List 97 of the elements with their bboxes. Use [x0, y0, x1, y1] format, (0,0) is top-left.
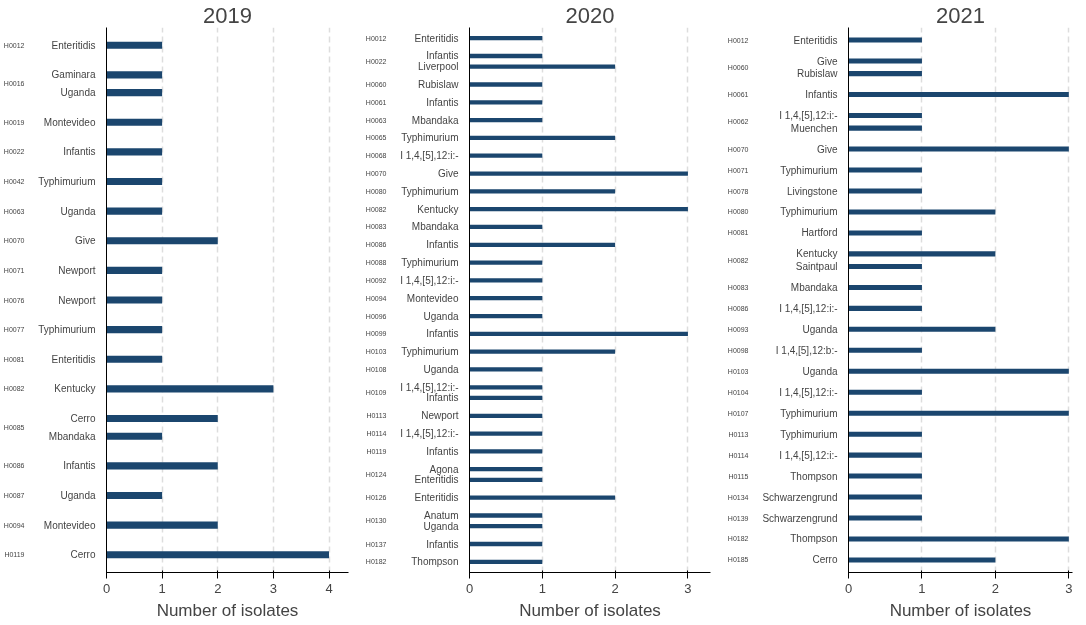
y-tick-label: Uganda	[60, 205, 96, 217]
y-tick-label: Give	[437, 168, 459, 180]
y-tick-label: Infantis	[426, 538, 459, 550]
y-tick-label: Typhimurium	[401, 132, 459, 144]
chart-title: 2020	[565, 2, 615, 28]
y-tick-label: Hartford	[801, 227, 838, 239]
y-tick-label: Infantis	[805, 89, 838, 101]
y-tick-label: Kentucky	[417, 203, 459, 215]
y-tick-label: Uganda	[423, 310, 459, 322]
y-tick-label: Newport	[58, 264, 96, 276]
y-tick-label: Enteritidis	[414, 474, 459, 486]
y-tick-label: Enteritidis	[414, 492, 459, 504]
y-tick-label: Uganda	[423, 520, 459, 532]
y-tick-label: Infantis	[426, 392, 459, 404]
y-tick-label: I 1,4,[5],12:i:-	[779, 449, 838, 461]
x-tick-label: 0	[465, 580, 474, 596]
y-tick-label: Typhimurium	[401, 257, 459, 269]
x-axis-title: Number of isolates	[519, 600, 661, 620]
y-tick-label: Give	[74, 235, 96, 247]
y-tick-label: Typhimurium	[780, 206, 838, 218]
x-axis-title: Number of isolates	[156, 600, 299, 620]
x-tick-label: 2	[214, 580, 222, 596]
y-tick-label: Saintpaul	[795, 260, 838, 272]
y-tick-label: I 1,4,[5],12:i:-	[779, 386, 838, 398]
x-tick-label: 0	[102, 580, 111, 596]
y-tick-label: Cerro	[812, 554, 838, 566]
y-tick-label: Kentucky	[54, 383, 96, 395]
y-tick-label: Gaminara	[51, 69, 96, 81]
y-tick-label: Infantis	[63, 460, 96, 472]
y-tick-label: Mbandaka	[48, 430, 96, 442]
x-tick-label: 4	[325, 580, 333, 596]
y-tick-label: Rubislaw	[796, 68, 839, 80]
y-tick-label: I 1,4,[5],12:i:-	[779, 110, 838, 122]
y-tick-label: Typhimurium	[38, 324, 96, 336]
y-tick-label: Infantis	[426, 445, 459, 457]
y-tick-label: Thompson	[411, 556, 459, 568]
y-tick-label: Cerro	[70, 549, 96, 561]
y-tick-label: Typhimurium	[38, 176, 96, 188]
y-tick-label: Mbandaka	[411, 221, 459, 233]
y-tick-label: Livingstone	[786, 185, 838, 197]
y-tick-label: Cerro	[70, 412, 96, 424]
y-tick-label: Enteritidis	[51, 353, 96, 365]
y-tick-label: Liverpool	[417, 61, 459, 73]
y-tick-label: I 1,4,[5],12:i:-	[400, 274, 459, 286]
y-tick-label: Typhimurium	[780, 428, 838, 440]
y-tick-label: I 1,4,[5],12:i:-	[779, 302, 838, 314]
y-tick-label: Mbandaka	[790, 281, 838, 293]
y-tick-label: Give	[816, 143, 838, 155]
x-tick-label: 3	[269, 580, 278, 596]
x-axis-title: Number of isolates	[889, 600, 1032, 620]
y-tick-label: Enteritidis	[793, 34, 838, 46]
y-tick-label: Uganda	[802, 323, 838, 335]
y-tick-label: Newport	[421, 410, 459, 422]
y-tick-label: Typhimurium	[780, 164, 838, 176]
y-tick-label: Uganda	[423, 363, 459, 375]
y-tick-label: Muenchen	[790, 122, 838, 134]
y-tick-label: I 1,4,[5],12:i:-	[400, 150, 459, 162]
y-tick-label: Infantis	[426, 239, 459, 251]
y-tick-label: Thompson	[790, 470, 838, 482]
y-tick-label: Kentucky	[796, 248, 838, 260]
y-tick-label: Thompson	[790, 533, 838, 545]
y-tick-label: Enteritidis	[414, 32, 459, 44]
y-tick-label: I 1,4,[5],12:i:-	[400, 428, 459, 440]
x-tick-label: 1	[158, 580, 166, 596]
y-tick-label: Rubislaw	[417, 78, 460, 90]
y-tick-label: Montevideo	[43, 116, 96, 128]
y-tick-label: Agona	[429, 463, 459, 475]
y-tick-label: Mbandaka	[411, 114, 459, 126]
y-tick-label: Montevideo	[406, 292, 459, 304]
x-tick-label: 3	[1065, 580, 1073, 596]
y-tick-label: Typhimurium	[401, 185, 459, 197]
x-tick-label: 1	[538, 580, 546, 596]
y-tick-label: Infantis	[426, 328, 459, 340]
y-tick-label: Infantis	[426, 96, 459, 108]
y-tick-label: Uganda	[802, 365, 838, 377]
y-tick-label: Uganda	[60, 87, 96, 99]
y-tick-label: Schwarzengrund	[762, 491, 838, 503]
y-tick-label: Typhimurium	[780, 407, 838, 419]
y-tick-label: Infantis	[426, 50, 459, 62]
x-tick-label: 0	[844, 580, 853, 596]
y-tick-label: Anatum	[424, 510, 459, 522]
x-tick-label: 1	[918, 580, 926, 596]
y-tick-label: Enteritidis	[51, 39, 96, 51]
y-tick-label: I 1,4,[5],12:b:-	[775, 344, 838, 356]
y-tick-label: Typhimurium	[401, 346, 459, 358]
x-tick-label: 2	[991, 580, 999, 596]
y-tick-label: I 1,4,[5],12:i:-	[400, 381, 459, 393]
y-tick-label: Give	[816, 55, 838, 67]
y-tick-label: Uganda	[60, 489, 96, 501]
y-tick-label: Infantis	[63, 146, 96, 158]
y-tick-label: Schwarzengrund	[762, 512, 838, 524]
x-tick-label: 3	[684, 580, 692, 596]
chart-title: 2019	[203, 2, 252, 28]
x-tick-label: 2	[611, 580, 619, 596]
chart-title: 2021	[936, 2, 985, 28]
y-tick-label: Montevideo	[43, 519, 96, 531]
y-tick-label: Newport	[58, 294, 96, 306]
